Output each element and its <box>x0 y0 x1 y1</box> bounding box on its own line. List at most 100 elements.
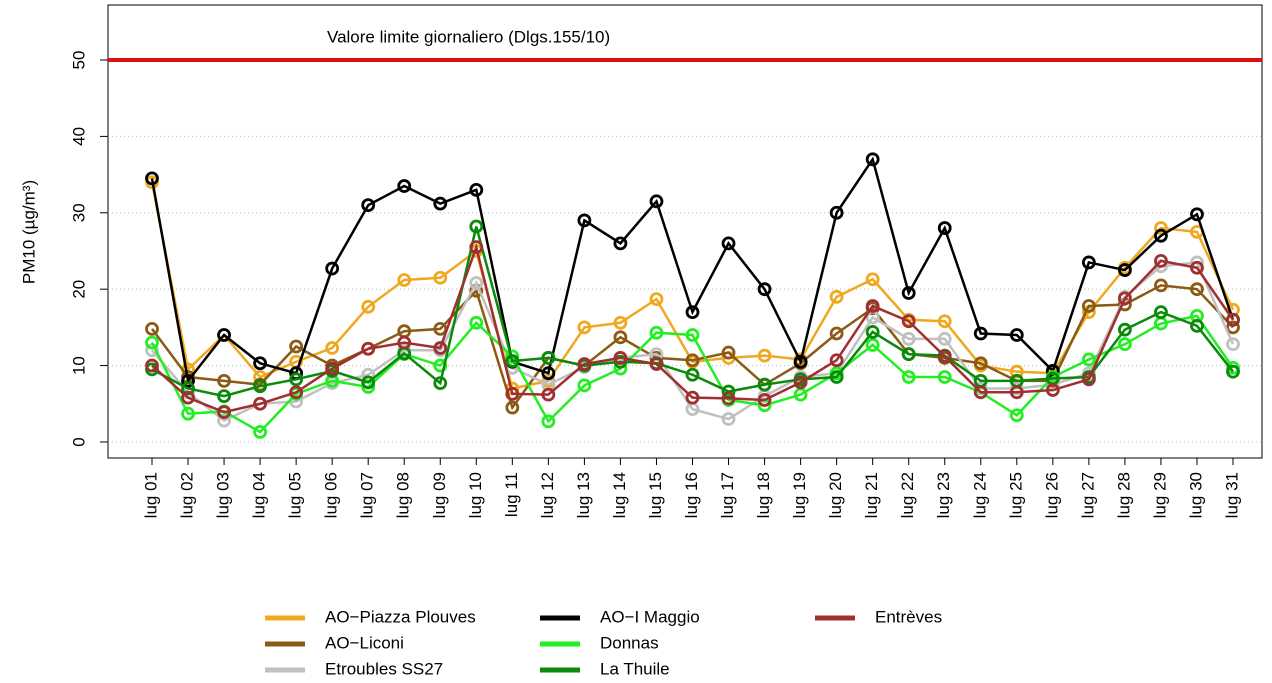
data-point <box>649 194 664 209</box>
data-point <box>397 273 412 287</box>
data-point <box>1081 352 1096 367</box>
x-tick-label: lug 09 <box>430 472 449 518</box>
data-point <box>757 282 772 297</box>
data-point <box>505 386 520 401</box>
x-tick-label: lug 31 <box>1222 472 1241 518</box>
x-tick-label: lug 18 <box>754 472 773 518</box>
data-point <box>145 171 159 186</box>
data-point <box>721 412 736 426</box>
data-point <box>577 320 592 335</box>
x-tick-label: lug 24 <box>970 472 989 518</box>
data-point <box>361 341 376 356</box>
data-point <box>793 375 808 390</box>
data-point <box>829 370 844 384</box>
data-point <box>865 325 880 339</box>
data-point <box>433 376 448 391</box>
data-point <box>1226 364 1240 379</box>
legend-label: Donnas <box>600 633 659 652</box>
data-point <box>361 375 376 390</box>
y-tick-label: 40 <box>69 127 88 146</box>
data-point <box>865 152 880 167</box>
data-point <box>253 379 268 394</box>
data-point <box>1081 372 1096 387</box>
x-tick-label: lug 25 <box>1006 472 1025 518</box>
data-point <box>325 361 340 376</box>
data-point <box>649 325 664 340</box>
data-point <box>829 205 844 220</box>
x-tick-label: lug 30 <box>1186 472 1205 518</box>
data-point <box>937 221 952 235</box>
data-point <box>217 389 231 404</box>
data-point <box>397 335 412 350</box>
legend-label: La Thuile <box>600 659 670 678</box>
y-tick-label: 10 <box>69 356 88 375</box>
data-point <box>1154 228 1168 243</box>
data-point <box>793 354 808 369</box>
data-point <box>757 377 772 392</box>
data-point <box>1118 263 1132 277</box>
y-tick-label: 30 <box>69 203 88 222</box>
data-point <box>577 213 592 228</box>
x-tick-label: lug 17 <box>718 472 737 518</box>
data-point <box>613 315 628 330</box>
data-point <box>1226 312 1240 327</box>
x-tick-label: lug 02 <box>178 472 197 518</box>
data-point <box>541 366 556 381</box>
data-point <box>649 357 664 371</box>
data-point <box>1190 207 1204 222</box>
y-tick-label: 50 <box>69 51 88 70</box>
data-point <box>505 354 520 368</box>
data-point <box>253 396 268 411</box>
data-point <box>901 314 916 329</box>
data-point <box>1154 221 1168 235</box>
data-point <box>145 321 159 336</box>
data-point <box>181 390 195 405</box>
data-point <box>865 272 880 287</box>
data-point <box>361 299 376 314</box>
data-point <box>433 341 448 355</box>
x-tick-label: lug 21 <box>862 472 881 518</box>
data-point <box>325 261 340 276</box>
data-point <box>469 315 484 330</box>
data-point <box>649 292 664 307</box>
x-tick-label: lug 01 <box>141 472 160 518</box>
data-point <box>541 351 556 365</box>
data-point <box>361 198 376 213</box>
data-point <box>1045 383 1060 397</box>
data-point <box>253 356 268 371</box>
data-point <box>1009 385 1024 400</box>
x-tick-label: lug 03 <box>214 472 233 518</box>
data-point <box>397 179 412 193</box>
data-point <box>937 349 952 364</box>
legend-label: AO−Liconi <box>325 633 404 652</box>
data-point <box>685 367 700 382</box>
data-point <box>469 276 484 290</box>
data-point <box>1154 305 1168 319</box>
data-point <box>829 326 844 341</box>
data-point <box>541 387 556 402</box>
x-tick-label: lug 10 <box>466 472 485 518</box>
x-tick-label: lug 26 <box>1042 472 1061 518</box>
data-point <box>577 357 592 371</box>
y-axis-label: PM10 (µg/m³) <box>19 180 38 284</box>
x-tick-label: lug 15 <box>646 472 665 518</box>
x-tick-label: lug 22 <box>898 472 917 518</box>
legend-label: AO−Piazza Plouves <box>325 607 476 626</box>
data-point <box>289 339 304 354</box>
data-point <box>685 353 700 368</box>
data-point <box>289 372 304 387</box>
data-point <box>721 391 736 406</box>
data-point <box>217 413 231 428</box>
legend-label: AO−I Maggio <box>600 607 700 626</box>
x-tick-label: lug 06 <box>322 472 341 518</box>
data-point <box>1190 282 1204 297</box>
data-point <box>325 341 340 355</box>
data-point <box>217 405 231 420</box>
data-point <box>469 219 484 234</box>
series-line <box>150 284 1234 411</box>
data-point <box>181 373 195 388</box>
x-tick-label: lug 27 <box>1078 472 1097 518</box>
data-point <box>541 414 556 429</box>
data-point <box>145 358 159 373</box>
